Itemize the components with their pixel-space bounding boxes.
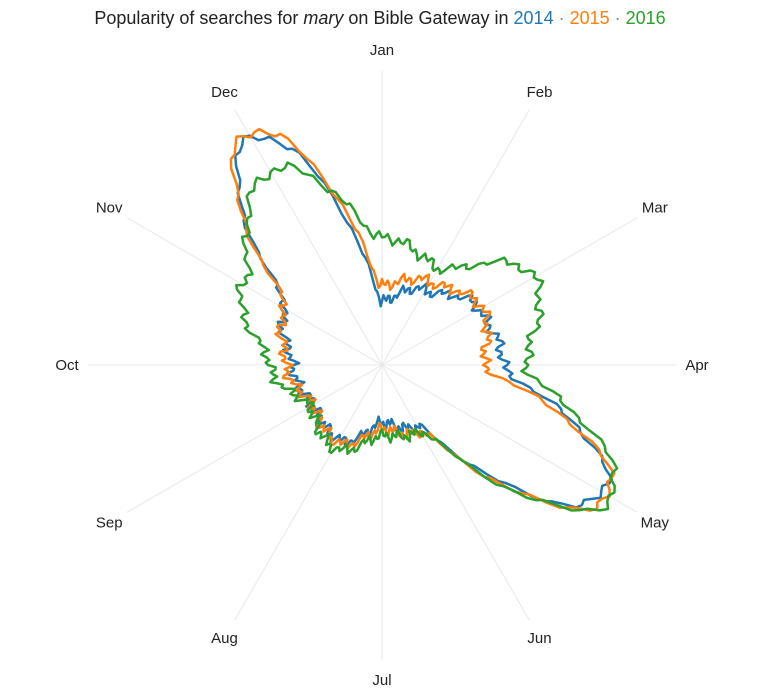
axis-label-feb: Feb xyxy=(527,84,553,101)
series-line-2015 xyxy=(229,127,616,512)
series-layer xyxy=(229,127,619,512)
grid-spoke-may xyxy=(381,364,638,513)
title-term: mary xyxy=(303,8,344,28)
series-line-2016 xyxy=(235,161,619,512)
grid-spoke-sep xyxy=(126,364,383,513)
axis-label-jun: Jun xyxy=(527,630,551,647)
grid-spoke-feb xyxy=(381,109,530,366)
grid-spoke-jun xyxy=(381,364,530,621)
chart-title: Popularity of searches for mary on Bible… xyxy=(0,8,760,29)
grid-spoke-aug xyxy=(234,364,383,621)
title-year-2015: 2015 xyxy=(569,8,610,28)
month-labels: Jan Feb Mar Apr May Jun Jul Aug Sep Oct Nov Dec xyxy=(55,42,708,689)
title-suffix: on Bible Gateway in xyxy=(343,8,514,28)
axis-label-sep: Sep xyxy=(96,515,123,532)
title-year-2016: 2016 xyxy=(625,8,666,28)
grid-spoke-nov xyxy=(126,217,383,366)
axis-label-may: May xyxy=(641,515,670,532)
title-prefix: Popularity of searches for xyxy=(94,8,304,28)
axis-label-jan: Jan xyxy=(370,42,394,59)
axis-label-jul: Jul xyxy=(372,672,391,689)
axis-label-dec: Dec xyxy=(211,84,238,101)
grid-spoke-dec xyxy=(234,109,383,366)
title-separator: · xyxy=(553,8,570,28)
axis-label-mar: Mar xyxy=(642,200,668,217)
axis-label-aug: Aug xyxy=(211,630,238,647)
axis-label-apr: Apr xyxy=(685,357,708,374)
grid-spoke-mar xyxy=(381,217,638,366)
title-separator: · xyxy=(609,8,626,28)
series-line-2014 xyxy=(234,134,614,509)
title-year-2014: 2014 xyxy=(513,8,554,28)
axis-label-nov: Nov xyxy=(96,200,123,217)
radial-grid xyxy=(87,70,677,660)
axis-label-oct: Oct xyxy=(55,357,79,374)
